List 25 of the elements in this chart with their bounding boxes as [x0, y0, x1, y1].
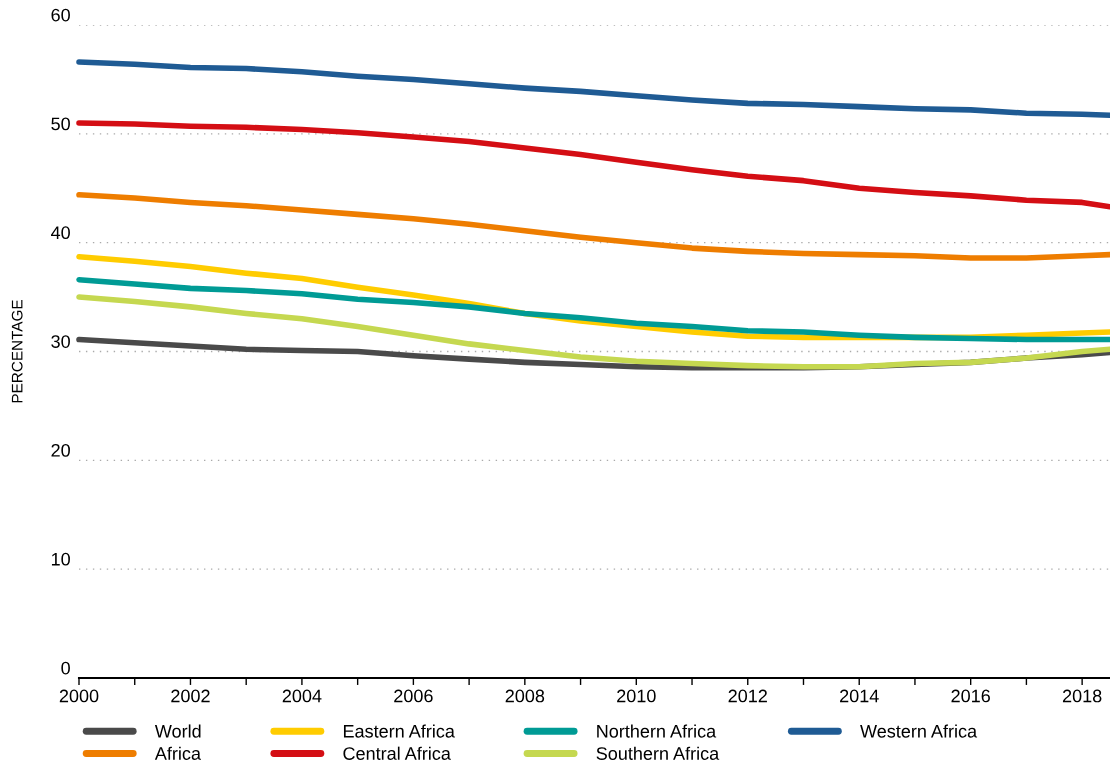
y-tick-label: 50 [51, 117, 70, 131]
y-axis-title: PERCENTAGE [11, 300, 23, 403]
x-tick-label: 2012 [728, 689, 767, 703]
x-tick-label: 2008 [505, 689, 545, 703]
y-tick-label: 30 [51, 335, 70, 348]
legend-label: Western Africa [860, 724, 978, 738]
legend-label: Northern Africa [597, 724, 717, 738]
y-tick-label: 0 [61, 661, 70, 675]
x-tick-label: 2010 [617, 689, 656, 703]
y-tick-label: 20 [51, 443, 70, 457]
legend-label: Central Africa [343, 746, 451, 760]
legend-label: Southern Africa [596, 746, 720, 760]
legend-label: World [154, 724, 201, 738]
x-tick-label: 2014 [840, 689, 879, 703]
y-tick-label: 40 [51, 226, 70, 240]
legend-label: Eastern Africa [343, 724, 455, 738]
x-tick-label: 2018 [1062, 689, 1102, 703]
x-tick-label: 2006 [394, 689, 433, 703]
x-tick-label: 2002 [171, 689, 210, 703]
legend-label: Africa [154, 746, 201, 760]
y-tick-label: 60 [51, 8, 70, 22]
x-tick-label: 2016 [951, 689, 990, 703]
x-tick-label: 2004 [282, 689, 322, 703]
x-tick-label: 2000 [59, 689, 99, 703]
y-tick-label: 10 [51, 552, 70, 566]
